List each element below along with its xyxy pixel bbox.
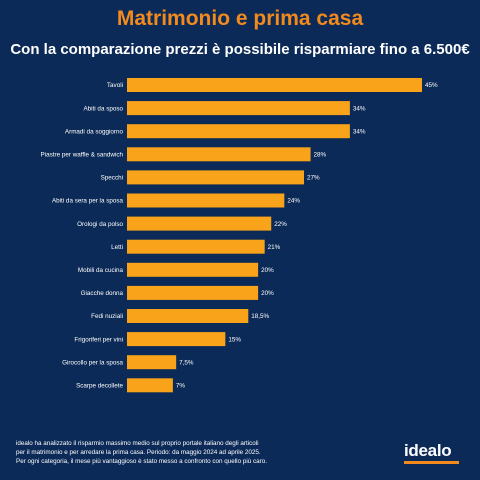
chart-title: Matrimonio e prima casa: [116, 7, 364, 30]
category-label: Tavoli: [107, 82, 123, 89]
value-label: 28%: [314, 152, 327, 159]
category-label: Letti: [111, 244, 123, 251]
value-label: 7%: [176, 383, 186, 390]
category-label: Girocollo per la sposa: [62, 359, 123, 366]
value-label: 20%: [261, 290, 274, 297]
footnote: idealo ha analizzato il risparmio massim…: [16, 439, 346, 466]
category-label: Abiti da sposo: [83, 105, 123, 112]
bar: [127, 239, 265, 254]
value-label: 18,5%: [251, 313, 269, 320]
category-label: Mobili da cucina: [78, 267, 124, 274]
idealo-logo: idealo: [404, 441, 452, 460]
bar: [127, 170, 304, 185]
footnote-line: idealo ha analizzato il risparmio massim…: [16, 440, 259, 447]
footnote-line: per il matrimonio e per arredare la prim…: [16, 449, 261, 456]
value-label: 34%: [353, 105, 366, 112]
value-label: 27%: [307, 175, 320, 182]
category-label: Fedi nuziali: [91, 313, 123, 320]
value-label: 22%: [274, 221, 287, 228]
footnote-line: Per ogni categoria, il mese più vantaggi…: [16, 458, 267, 465]
value-label: 20%: [261, 267, 274, 274]
category-label: Scarpe decollete: [76, 383, 123, 390]
bar: [127, 332, 226, 347]
category-label: Orologi da polso: [77, 221, 123, 228]
bar: [127, 78, 422, 92]
value-label: 7,5%: [179, 359, 194, 366]
chart-subtitle: Con la comparazione prezzi è possibile r…: [10, 41, 470, 58]
bar: [127, 262, 259, 277]
bar: [127, 124, 350, 139]
bar: [127, 193, 285, 208]
value-label: 15%: [228, 336, 241, 343]
category-label: Piastre per waffle & sandwich: [41, 152, 124, 159]
bar: [127, 101, 350, 116]
bar: [127, 216, 272, 231]
category-label: Abiti da sera per la sposa: [52, 198, 124, 205]
category-label: Armadi da soggiorno: [65, 128, 124, 135]
value-label: 34%: [353, 128, 366, 135]
bar: [127, 309, 249, 323]
value-label: 45%: [425, 82, 438, 89]
logo-underline: [404, 461, 459, 464]
category-label: Frigoriferi per vini: [74, 336, 123, 343]
bar: [127, 285, 259, 300]
value-label: 21%: [268, 244, 281, 251]
category-label: Giacche donna: [81, 290, 124, 297]
bar: [127, 378, 173, 393]
category-label: Specchi: [101, 175, 123, 182]
bar: [127, 355, 177, 370]
value-label: 24%: [287, 198, 300, 205]
bar: [127, 147, 311, 162]
